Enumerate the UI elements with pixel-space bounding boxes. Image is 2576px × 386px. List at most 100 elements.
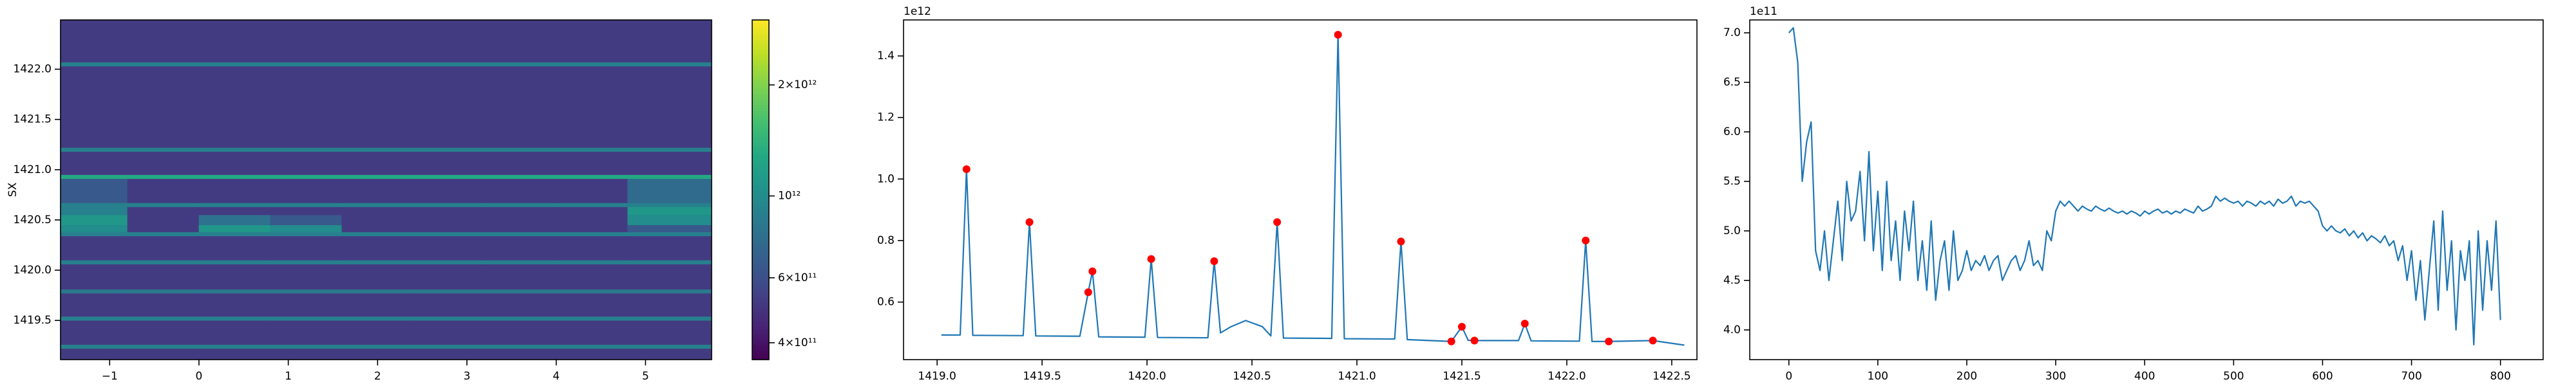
colorbar-segment: [752, 170, 769, 174]
x-tick-label: 4: [553, 370, 560, 383]
heatmap-cell: [60, 214, 128, 225]
heatmap-cell: [60, 232, 128, 237]
heatmap-cell: [627, 214, 712, 225]
heatmap-cell: [341, 264, 414, 290]
heatmap-cell: [556, 178, 628, 203]
colorbar-segment: [752, 322, 769, 326]
colorbar-segment: [752, 207, 769, 210]
heatmap-cell: [270, 320, 343, 345]
heatmap-cell: [341, 174, 414, 179]
colorbar-segment: [752, 212, 769, 216]
colorbar-segment: [752, 201, 769, 205]
colorbar-segment: [752, 150, 769, 154]
heatmap-cell: [413, 147, 486, 152]
heatmap-cell: [484, 19, 556, 62]
heatmap-cell: [556, 320, 628, 345]
heatmap-cell: [341, 207, 414, 216]
heatmap-cell: [127, 344, 200, 349]
colorbar-segment: [752, 311, 769, 315]
heatmap-cell: [127, 207, 200, 216]
colorbar-segment: [752, 286, 769, 290]
colorbar-segment: [752, 271, 769, 275]
heatmap-cell: [484, 203, 556, 207]
colorbar-segment: [752, 269, 769, 273]
heatmap-cell: [198, 235, 271, 261]
heatmap-cell: [484, 235, 556, 261]
colorbar-tick-label: 2×10¹²: [778, 78, 817, 91]
colorbar-segment: [752, 167, 769, 170]
heatmap-cell: [127, 316, 200, 321]
colorbar-segment: [752, 328, 769, 332]
colorbar-segment: [752, 124, 769, 128]
heatmap-cell: [627, 232, 712, 237]
heatmap-cell: [556, 235, 628, 261]
x-tick-label: −1: [102, 370, 118, 383]
colorbar-tick-label: 4×10¹¹: [778, 336, 817, 349]
colorbar-segment: [752, 53, 769, 57]
heatmap-cell: [127, 174, 200, 179]
heatmap-cell: [556, 264, 628, 290]
colorbar-segment: [752, 340, 769, 344]
heatmap-cell: [484, 225, 556, 232]
colorbar-segment: [752, 65, 769, 69]
heatmap-cell: [270, 344, 343, 349]
heatmap-cell: [198, 289, 271, 294]
colorbar-tick-label: 10¹²: [778, 190, 800, 203]
heatmap-cell: [198, 264, 271, 290]
heatmap-cell: [60, 66, 128, 148]
heatmap-cell: [556, 66, 628, 148]
colorbar-segment: [752, 20, 769, 23]
colorbar-segment: [752, 93, 769, 97]
heatmap-cell: [341, 289, 414, 294]
colorbar-segment: [752, 289, 769, 292]
heatmap-cell: [341, 66, 414, 148]
heatmap-cell: [413, 289, 486, 294]
colorbar-segment: [752, 336, 769, 340]
colorbar-segment: [752, 164, 769, 168]
colorbar-tick-label: 6×10¹¹: [778, 271, 817, 284]
heatmap-cell: [627, 174, 712, 179]
colorbar-segment: [752, 317, 769, 320]
colorbar-segment: [752, 277, 769, 281]
heatmap-cell: [60, 344, 128, 349]
colorbar-segment: [752, 252, 769, 255]
heatmap-cell: [127, 19, 200, 62]
heatmap-cell: [484, 178, 556, 203]
heatmap-cell: [484, 214, 556, 225]
peak-marker: [1088, 267, 1097, 275]
peak-marker: [1605, 337, 1613, 345]
colorbar-segment: [752, 223, 769, 227]
heatmap-cell: [556, 203, 628, 207]
heatmap-cell: [198, 260, 271, 264]
heatmap-cell: [270, 174, 343, 179]
heatmap-cell: [556, 293, 628, 317]
heatmap-cell: [60, 203, 128, 207]
heatmap-cell: [127, 264, 200, 290]
y-tick-label: 1.2: [877, 111, 895, 124]
colorbar-segment: [752, 249, 769, 253]
colorbar-segment: [752, 142, 769, 145]
colorbar-segment: [752, 99, 769, 103]
colorbar-segment: [752, 275, 769, 278]
colorbar-segment: [752, 226, 769, 230]
peak-marker: [1210, 257, 1218, 265]
heatmap-cell: [60, 316, 128, 321]
x-tick-label: 1422.0: [1548, 370, 1586, 383]
heatmap-cell: [198, 344, 271, 349]
heatmap-cell: [341, 260, 414, 264]
heatmap-cell: [484, 293, 556, 317]
heatmap-cell: [627, 344, 712, 349]
heatmap-cell: [413, 225, 486, 232]
heatmap-cell: [556, 232, 628, 237]
heatmap-cell: [127, 147, 200, 152]
heatmap-cell: [413, 207, 486, 216]
heatmap-cell: [341, 320, 414, 345]
heatmap-cell: [127, 289, 200, 294]
colorbar-segment: [752, 87, 769, 91]
colorbar-segment: [752, 48, 769, 51]
colorbar-segment: [752, 176, 769, 179]
peak-marker: [1397, 237, 1405, 246]
colorbar-segment: [752, 294, 769, 298]
heatmap-cell: [60, 62, 128, 67]
